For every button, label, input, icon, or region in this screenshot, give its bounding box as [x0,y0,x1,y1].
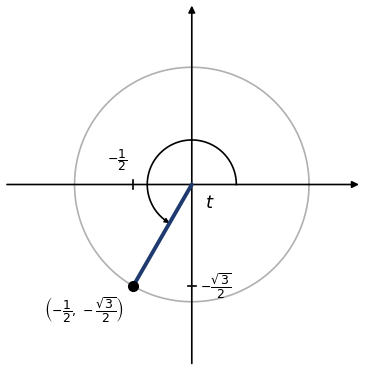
Text: $-\dfrac{1}{2}$: $-\dfrac{1}{2}$ [107,147,127,173]
Text: $t$: $t$ [205,194,214,212]
Text: $\left(-\dfrac{1}{2},\,-\dfrac{\sqrt{3}}{2}\right)$: $\left(-\dfrac{1}{2},\,-\dfrac{\sqrt{3}}… [44,296,124,325]
Text: $-\dfrac{\sqrt{3}}{2}$: $-\dfrac{\sqrt{3}}{2}$ [200,271,232,301]
